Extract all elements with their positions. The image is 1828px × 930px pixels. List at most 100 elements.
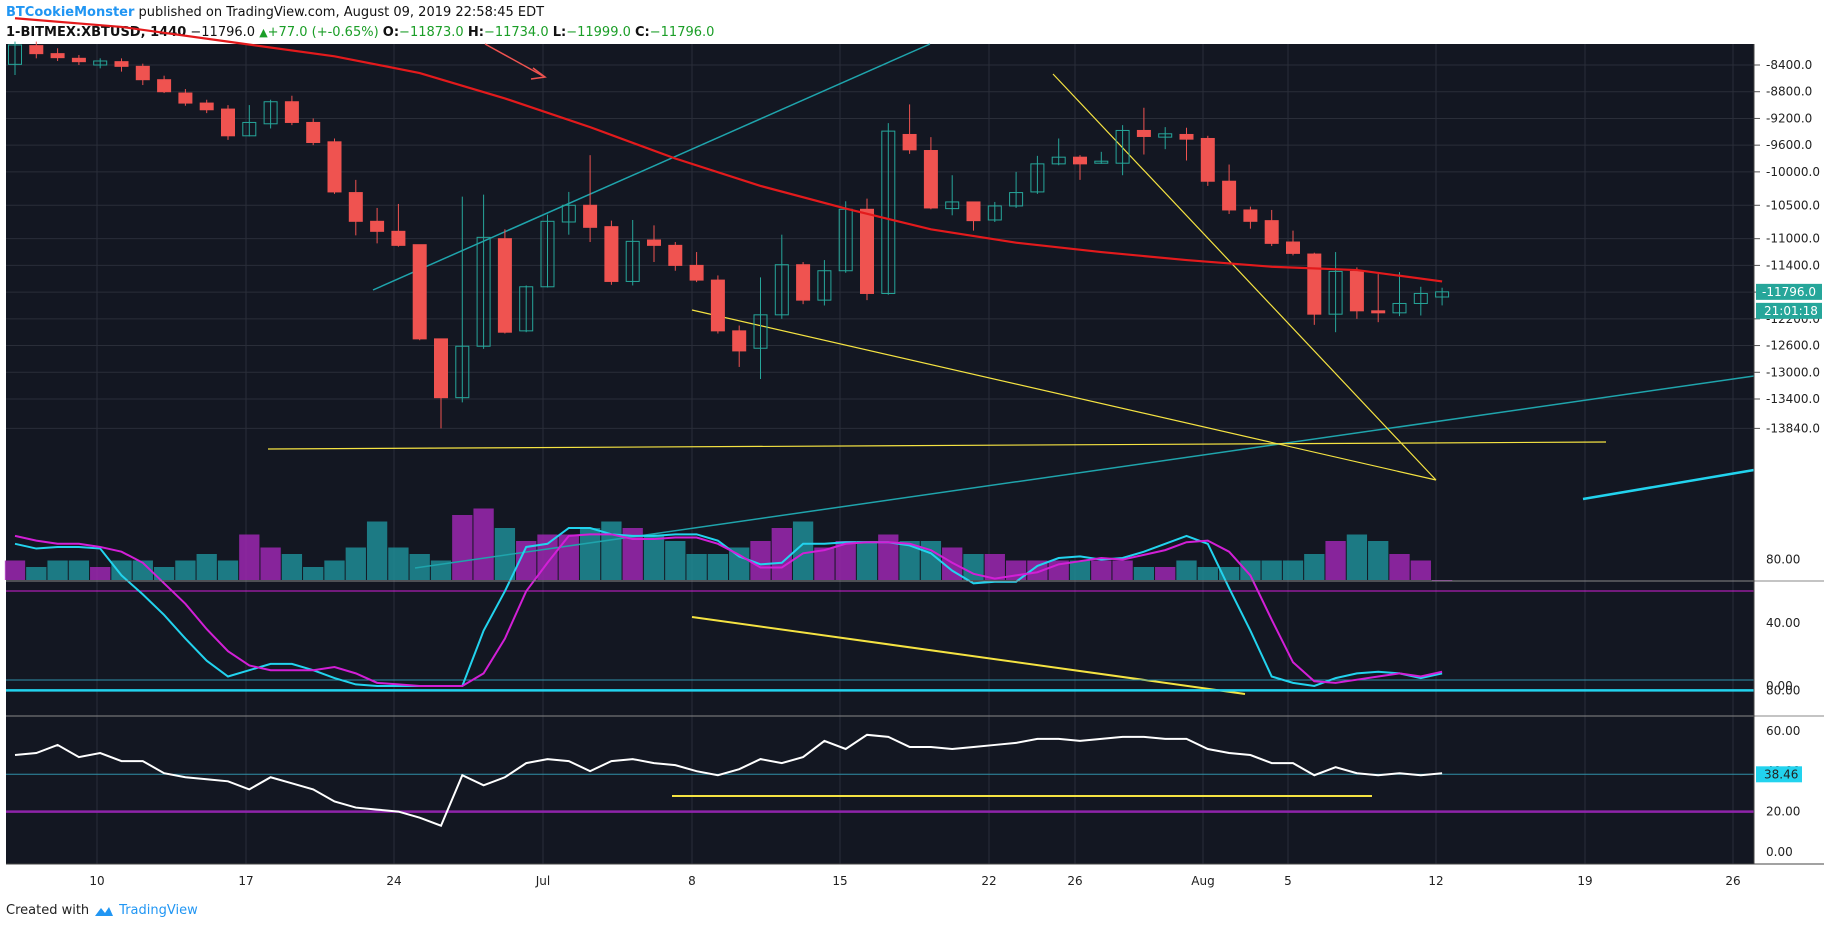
volume-bar [303, 567, 324, 580]
candle-body [540, 220, 555, 288]
moving-average-line [14, 17, 1443, 283]
candle-body [1222, 180, 1237, 211]
candle-body [753, 314, 768, 349]
candle-body [370, 220, 385, 232]
candle-body [93, 60, 108, 66]
rising-channel-line [372, 43, 931, 291]
candle-body [497, 238, 512, 333]
candle-body [178, 92, 193, 104]
candle-body [1307, 253, 1322, 315]
candle-body [668, 244, 683, 266]
stoch-tick-label: 0.00 [1766, 679, 1793, 693]
candle-body [306, 121, 321, 143]
high-value: −11734.0 [483, 25, 549, 40]
rsi-line [14, 733, 1443, 828]
rsi-panel [6, 689, 1754, 828]
candle-body [1094, 160, 1109, 164]
candle-body [1051, 156, 1066, 165]
candle-body [50, 53, 65, 59]
volume-bar [1155, 567, 1176, 580]
candle-body [1200, 137, 1215, 182]
price-tick-label: -13000.0 [1766, 365, 1820, 379]
tradingview-brand[interactable]: TradingView [119, 903, 198, 918]
rsi-tick-label: 0.00 [1766, 845, 1793, 859]
candle-body [881, 130, 896, 294]
price-tick-label: -10000.0 [1766, 165, 1820, 179]
candle-body [647, 239, 661, 246]
horizontal-support-line [267, 441, 1607, 450]
volume-bar [1346, 534, 1368, 580]
volume-bar [899, 541, 920, 580]
candle-body [327, 141, 342, 193]
volume-bar [473, 508, 494, 580]
time-tick-label: 22 [981, 874, 996, 888]
close-label: C: [635, 25, 650, 40]
candle-body [583, 204, 598, 228]
candle-body [1286, 241, 1300, 254]
axes: -8400.0 -8800.0 -9200.0 -9600.0 -10000.0 -105… [6, 44, 1824, 888]
candle-body [625, 240, 640, 282]
candle-body [1371, 310, 1386, 314]
author-name[interactable]: BTCookieMonster [6, 5, 135, 20]
projection-line [1582, 468, 1755, 501]
volume-bar [1410, 560, 1431, 580]
volume-bar [260, 547, 281, 580]
volume-bar [452, 515, 473, 580]
time-tick-label: 19 [1577, 874, 1592, 888]
candle-body [1073, 156, 1087, 165]
chart-canvas[interactable]: -8400.0 -8800.0 -9200.0 -9600.0 -10000.0 -105… [0, 0, 1828, 900]
candle-body [1328, 270, 1343, 315]
volume-bar [175, 560, 196, 580]
volume-bar [4, 560, 26, 580]
volume-bar [1027, 560, 1048, 580]
price-tick-label: -11000.0 [1766, 232, 1820, 246]
price-tick-label: -11400.0 [1766, 258, 1820, 272]
volume-bar [984, 554, 1005, 580]
candle-body [1349, 270, 1364, 312]
grid-lines [6, 44, 1754, 864]
change-value: +77.0 (+-0.65%) [267, 25, 379, 40]
candle-body [1115, 129, 1130, 164]
candle-body [221, 108, 235, 137]
time-tick-label: 8 [688, 874, 696, 888]
candle-body [923, 150, 938, 209]
candle-body [966, 201, 981, 222]
time-tick-label: 24 [386, 874, 401, 888]
time-tick-label: 26 [1725, 874, 1740, 888]
last-price: −11796.0 [190, 25, 256, 40]
candle-body [774, 264, 789, 316]
volume-bar [835, 541, 856, 580]
footer: Created with TradingView [6, 903, 198, 918]
low-value: −11999.0 [566, 25, 631, 40]
volume-bar [1325, 541, 1346, 580]
candle-body [689, 264, 704, 281]
up-arrow-icon: ▲ [259, 26, 268, 39]
created-with-text: Created with [6, 903, 90, 918]
volume-bar [601, 521, 622, 580]
volume-bar [643, 534, 665, 580]
candle-body [135, 65, 150, 81]
open-label: O: [382, 25, 400, 40]
last-price-tag [1756, 283, 1822, 300]
volume-bar [345, 547, 366, 580]
candle-body [242, 121, 257, 137]
volume-bar [239, 534, 260, 580]
volume-bar [750, 541, 771, 580]
candle-body [732, 330, 747, 352]
price-tick-label: -8800.0 [1766, 85, 1812, 99]
countdown-tag [1756, 302, 1822, 319]
volume-bar [68, 560, 90, 580]
candle-body [519, 286, 534, 332]
volume-bar [665, 541, 686, 580]
stoch-divergence-line [691, 616, 1246, 695]
volume-bar [963, 554, 984, 580]
volume-bar [856, 541, 878, 580]
time-tick-label: 5 [1284, 874, 1292, 888]
volume-bar [132, 560, 153, 580]
time-tick-label: Aug [1191, 874, 1214, 888]
candle-body [284, 101, 299, 123]
candle-body [157, 79, 172, 93]
volume-bar [90, 567, 111, 580]
volume-bar [814, 547, 835, 580]
volume-bar [1368, 541, 1389, 580]
